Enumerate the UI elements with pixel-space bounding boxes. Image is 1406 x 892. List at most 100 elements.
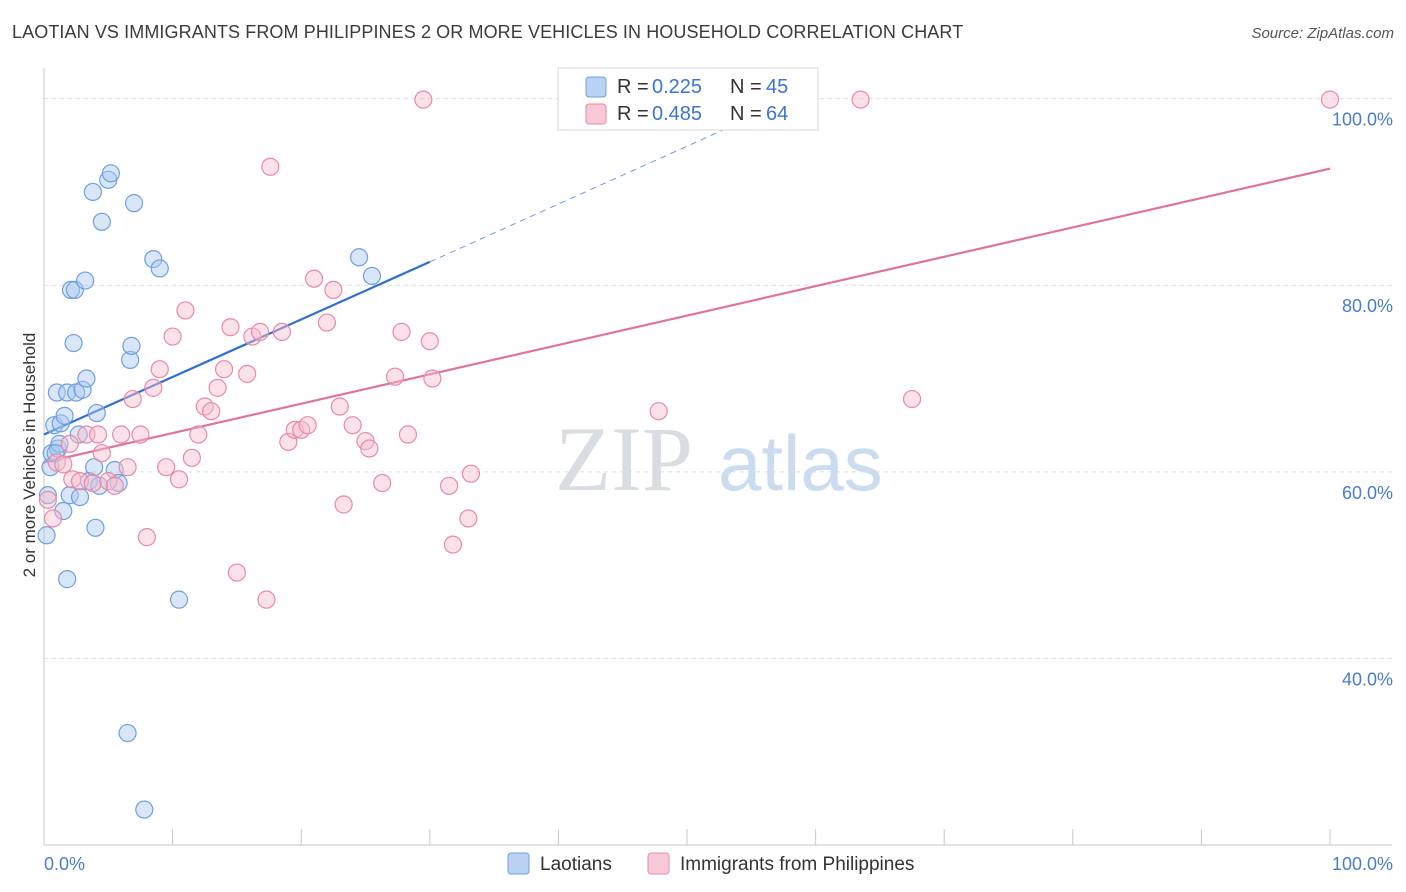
trend-line-philippines (43, 167, 1331, 464)
source-label: Source: ZipAtlas.com (1251, 25, 1394, 42)
point-philippines-13 (112, 425, 131, 444)
point-philippines-34 (250, 322, 270, 341)
point-philippines-50 (373, 473, 392, 493)
bottom-legend-label-philippines: Immigrants from Philippines (680, 854, 914, 875)
point-laotians-1 (38, 486, 57, 505)
point-philippines-10 (92, 444, 111, 463)
point-philippines-43 (317, 313, 337, 332)
point-philippines-56 (423, 369, 442, 388)
point-philippines-59 (459, 509, 478, 528)
point-philippines-19 (150, 360, 169, 379)
point-laotians-36 (122, 336, 141, 355)
point-philippines-9 (88, 425, 108, 444)
point-laotians-22 (77, 369, 96, 388)
point-philippines-27 (202, 402, 221, 421)
point-philippines-57 (439, 476, 459, 495)
point-philippines-20 (157, 458, 176, 477)
point-laotians-21 (76, 271, 95, 290)
point-laotians-41 (169, 590, 189, 609)
point-philippines-2 (47, 453, 66, 472)
y-axis-label: 2 or more Vehicles in Household (20, 333, 39, 578)
point-philippines-21 (163, 327, 182, 346)
point-philippines-49 (360, 439, 379, 458)
legend-r-label-philippines: R = (617, 103, 649, 125)
series-legend: Laotians Immigrants from Philippines (507, 852, 914, 875)
point-laotians-5 (47, 383, 66, 402)
y-tick-label-1: 60.0% (1342, 483, 1393, 503)
watermark-zip: ZIP (555, 408, 693, 510)
point-philippines-41 (298, 416, 317, 435)
legend-n-value-philippines: 64 (766, 103, 788, 125)
point-philippines-53 (398, 425, 418, 444)
point-philippines-1 (43, 509, 63, 528)
point-philippines-15 (123, 389, 142, 409)
point-philippines-23 (176, 301, 195, 320)
point-laotians-4 (45, 416, 64, 435)
point-philippines-47 (343, 416, 362, 435)
point-philippines-61 (649, 402, 668, 421)
point-philippines-12 (105, 476, 124, 495)
point-laotians-24 (83, 182, 102, 202)
point-laotians-0 (37, 526, 56, 545)
point-philippines-8 (83, 473, 102, 493)
trend-extension-laotians (429, 116, 752, 263)
bottom-legend-swatch-laotians (507, 852, 530, 875)
point-philippines-51 (385, 367, 405, 386)
point-philippines-0 (38, 490, 57, 509)
point-laotians-42 (349, 248, 369, 267)
legend-r-label-laotians: R = (617, 76, 649, 98)
legend-n-value-laotians: 45 (766, 76, 788, 98)
point-laotians-38 (135, 800, 154, 819)
point-philippines-17 (137, 528, 156, 547)
point-philippines-24 (182, 448, 201, 467)
chart-title: LAOTIAN VS IMMIGRANTS FROM PHILIPPINES 2… (12, 22, 964, 42)
watermark: ZIP atlas (555, 408, 883, 510)
point-laotians-15 (64, 333, 83, 353)
point-philippines-55 (420, 332, 439, 351)
point-laotians-20 (73, 380, 92, 399)
point-philippines-4 (60, 434, 79, 453)
point-laotians-9 (54, 501, 73, 521)
y-tick-label-0: 40.0% (1342, 669, 1393, 689)
point-philippines-44 (324, 280, 343, 300)
point-philippines-32 (238, 364, 257, 383)
bottom-legend-swatch-philippines (647, 852, 670, 875)
y-tick-labels: 40.0% 60.0% 80.0% 100.0% (1332, 110, 1393, 690)
point-philippines-16 (131, 425, 150, 444)
y-tick-label-2: 80.0% (1342, 296, 1393, 316)
point-laotians-35 (121, 350, 140, 369)
point-philippines-64 (1320, 90, 1340, 109)
point-philippines-30 (221, 318, 240, 337)
trend-line-laotians (43, 260, 431, 436)
x-tick-label-0: 0.0% (44, 854, 85, 874)
point-philippines-3 (54, 455, 73, 474)
point-philippines-45 (330, 397, 349, 416)
point-philippines-22 (169, 470, 189, 489)
watermark-atlas: atlas (718, 419, 883, 507)
point-laotians-7 (50, 434, 69, 453)
y-tick-label-3: 100.0% (1332, 110, 1393, 130)
point-laotians-40 (150, 259, 169, 278)
grid-lines (44, 98, 1392, 659)
point-philippines-28 (208, 378, 227, 397)
point-philippines-25 (189, 425, 208, 444)
legend-r-value-philippines: 0.485 (652, 103, 702, 125)
legend-swatch-philippines (585, 103, 607, 125)
point-philippines-46 (334, 495, 353, 514)
point-laotians-39 (144, 250, 163, 269)
point-philippines-35 (257, 590, 276, 609)
point-laotians-37 (124, 194, 144, 213)
point-laotians-29 (92, 212, 111, 231)
data-points (37, 90, 1340, 819)
point-philippines-18 (144, 378, 163, 397)
point-philippines-36 (261, 157, 280, 176)
correlation-legend: R = 0.225 N = 45 R = 0.485 N = 64 (557, 67, 819, 131)
point-philippines-52 (392, 322, 411, 341)
point-philippines-42 (304, 269, 324, 288)
point-philippines-14 (118, 458, 137, 477)
point-laotians-43 (362, 266, 382, 286)
point-philippines-58 (443, 535, 463, 554)
x-tick-label-1: 100.0% (1332, 854, 1393, 874)
x-tick-labels: 0.0% 100.0% (44, 854, 1393, 874)
